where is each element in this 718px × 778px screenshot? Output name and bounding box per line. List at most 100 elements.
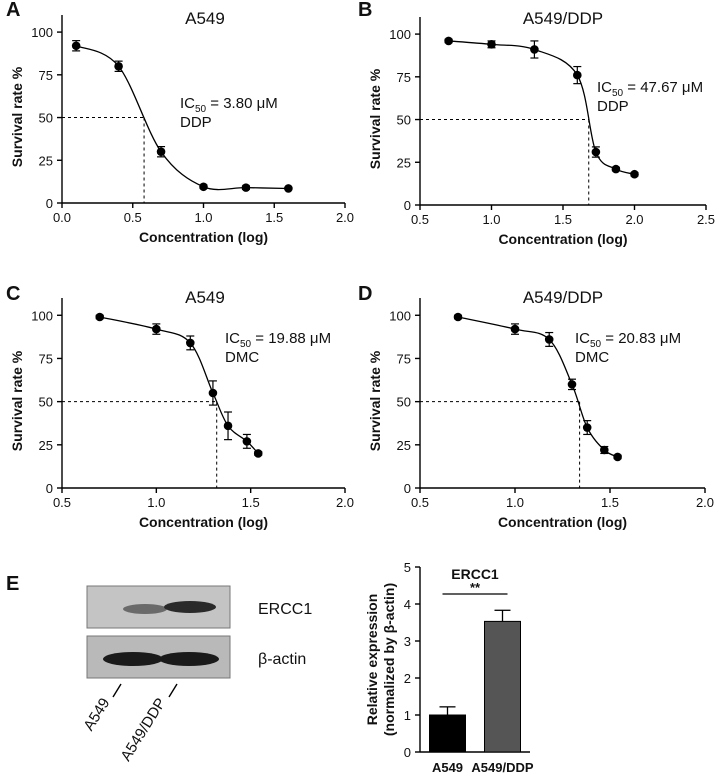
x-tick-label: 1.0 (194, 210, 212, 225)
chart-title: A549/DDP (523, 9, 603, 28)
y-axis-label: (normalized by β-actin) (381, 583, 397, 736)
data-point (241, 183, 251, 192)
data-point (156, 147, 166, 157)
y-tick-label: 100 (31, 308, 53, 323)
data-point (284, 184, 293, 193)
annotation-text: = 3.80 μM (206, 95, 278, 112)
data-point (567, 380, 577, 389)
data-point (444, 36, 453, 46)
western-blot: E ERCC1 β-actin A549 A549/DDP (6, 573, 312, 764)
y-tick-label: 50 (39, 111, 53, 126)
y-tick-label: 3 (404, 634, 411, 649)
x-tick-label: 1.0 (482, 212, 500, 227)
chart-title: A549 (185, 9, 225, 28)
data-point (630, 169, 639, 179)
data-point (208, 388, 218, 398)
y-tick-label: 25 (39, 438, 53, 453)
y-tick-label: 100 (389, 308, 411, 323)
lane-dash (168, 683, 178, 698)
annotation-text: IC (225, 330, 240, 347)
data-point (544, 335, 554, 344)
annotation: DDP (180, 114, 212, 131)
annotation: DMC (575, 349, 609, 366)
data-point (152, 324, 161, 334)
y-tick-label: 0 (404, 198, 411, 213)
panel-label: C (6, 283, 20, 305)
y-tick-label: 5 (404, 560, 411, 575)
data-point (199, 182, 208, 192)
band-label: ERCC1 (258, 601, 312, 618)
lane-label: A549 (80, 695, 113, 734)
y-axis-label: Survival rate % (367, 350, 383, 451)
x-tick-label: 2.5 (697, 212, 715, 227)
x-tick-label: A549 (432, 760, 463, 775)
data-point (95, 312, 105, 322)
data-point (611, 164, 621, 174)
panel-label: B (358, 0, 372, 21)
y-tick-label: 2 (404, 671, 411, 686)
bar (484, 620, 521, 753)
y-tick-label: 100 (31, 25, 53, 40)
x-tick-label: 1.5 (265, 210, 283, 225)
data-point (185, 338, 195, 348)
y-tick-label: 1 (404, 708, 411, 723)
annotation-subscript: 50 (195, 104, 207, 115)
data-point (613, 452, 622, 462)
x-tick-label: 1.0 (506, 495, 524, 510)
bar (429, 714, 466, 753)
y-tick-label: 0 (404, 481, 411, 496)
x-axis-label: Concentration (log) (498, 231, 627, 247)
x-tick-label: 0.5 (411, 495, 429, 510)
chart-title: A549 (185, 288, 225, 307)
y-tick-label: 25 (397, 438, 411, 453)
x-axis-label: Concentration (log) (139, 514, 268, 530)
y-tick-label: 75 (39, 351, 53, 366)
x-tick-label: 2.0 (625, 212, 643, 227)
chart-title: ERCC1 (451, 566, 499, 582)
annotation-text: = 20.83 μM (601, 330, 681, 347)
y-tick-label: 75 (397, 70, 411, 85)
annotation: IC50 = 47.67 μM (597, 79, 703, 99)
annotation-text: = 47.67 μM (623, 79, 703, 96)
panel-label: D (358, 283, 372, 305)
data-point (487, 40, 496, 49)
lane-label: A549/DDP (117, 695, 169, 764)
x-tick-label: 1.5 (554, 212, 572, 227)
x-tick-label: 2.0 (696, 495, 714, 510)
x-tick-label: 0.5 (53, 495, 71, 510)
annotation: IC50 = 20.83 μM (575, 330, 681, 350)
annotation-subscript: 50 (612, 88, 624, 99)
y-axis-label: Relative expression (364, 594, 380, 726)
y-axis-label: Survival rate % (9, 350, 25, 451)
data-point (530, 45, 539, 54)
annotation-text: IC (575, 330, 590, 347)
data-point (253, 449, 263, 458)
y-tick-label: 25 (39, 153, 53, 168)
dose-response-panel: B A549/DDP 0 25 50 75 100 0.5 1.0 1.5 2.0 2.5 Concen… (358, 0, 715, 247)
lane-dash (112, 683, 122, 698)
annotation-subscript: 50 (240, 339, 252, 350)
data-point (71, 41, 81, 51)
dose-response-panel: C A549 0 25 50 75 100 0.5 1.0 1.5 2.0 Concentration… (6, 283, 354, 530)
y-axis-label: Survival rate % (367, 68, 383, 169)
data-point (223, 421, 233, 431)
y-tick-label: 75 (39, 68, 53, 83)
x-tick-label: 1.0 (147, 495, 165, 510)
annotation: DMC (225, 349, 259, 366)
y-tick-label: 0 (46, 481, 53, 496)
data-point (510, 324, 520, 334)
blot-band (164, 601, 216, 613)
data-point (114, 61, 123, 71)
y-tick-label: 50 (397, 113, 411, 128)
blot-band (159, 652, 219, 666)
annotation: IC50 = 3.80 μM (180, 95, 278, 115)
y-axis-label: Survival rate % (9, 66, 25, 167)
significance-label: ** (470, 580, 481, 595)
x-tick-label: 0.5 (124, 210, 142, 225)
y-tick-label: 25 (397, 155, 411, 170)
y-tick-label: 0 (404, 745, 411, 760)
annotation-text: = 19.88 μM (251, 330, 331, 347)
x-tick-label: A549/DDP (471, 760, 533, 775)
band-label: β-actin (258, 651, 306, 668)
